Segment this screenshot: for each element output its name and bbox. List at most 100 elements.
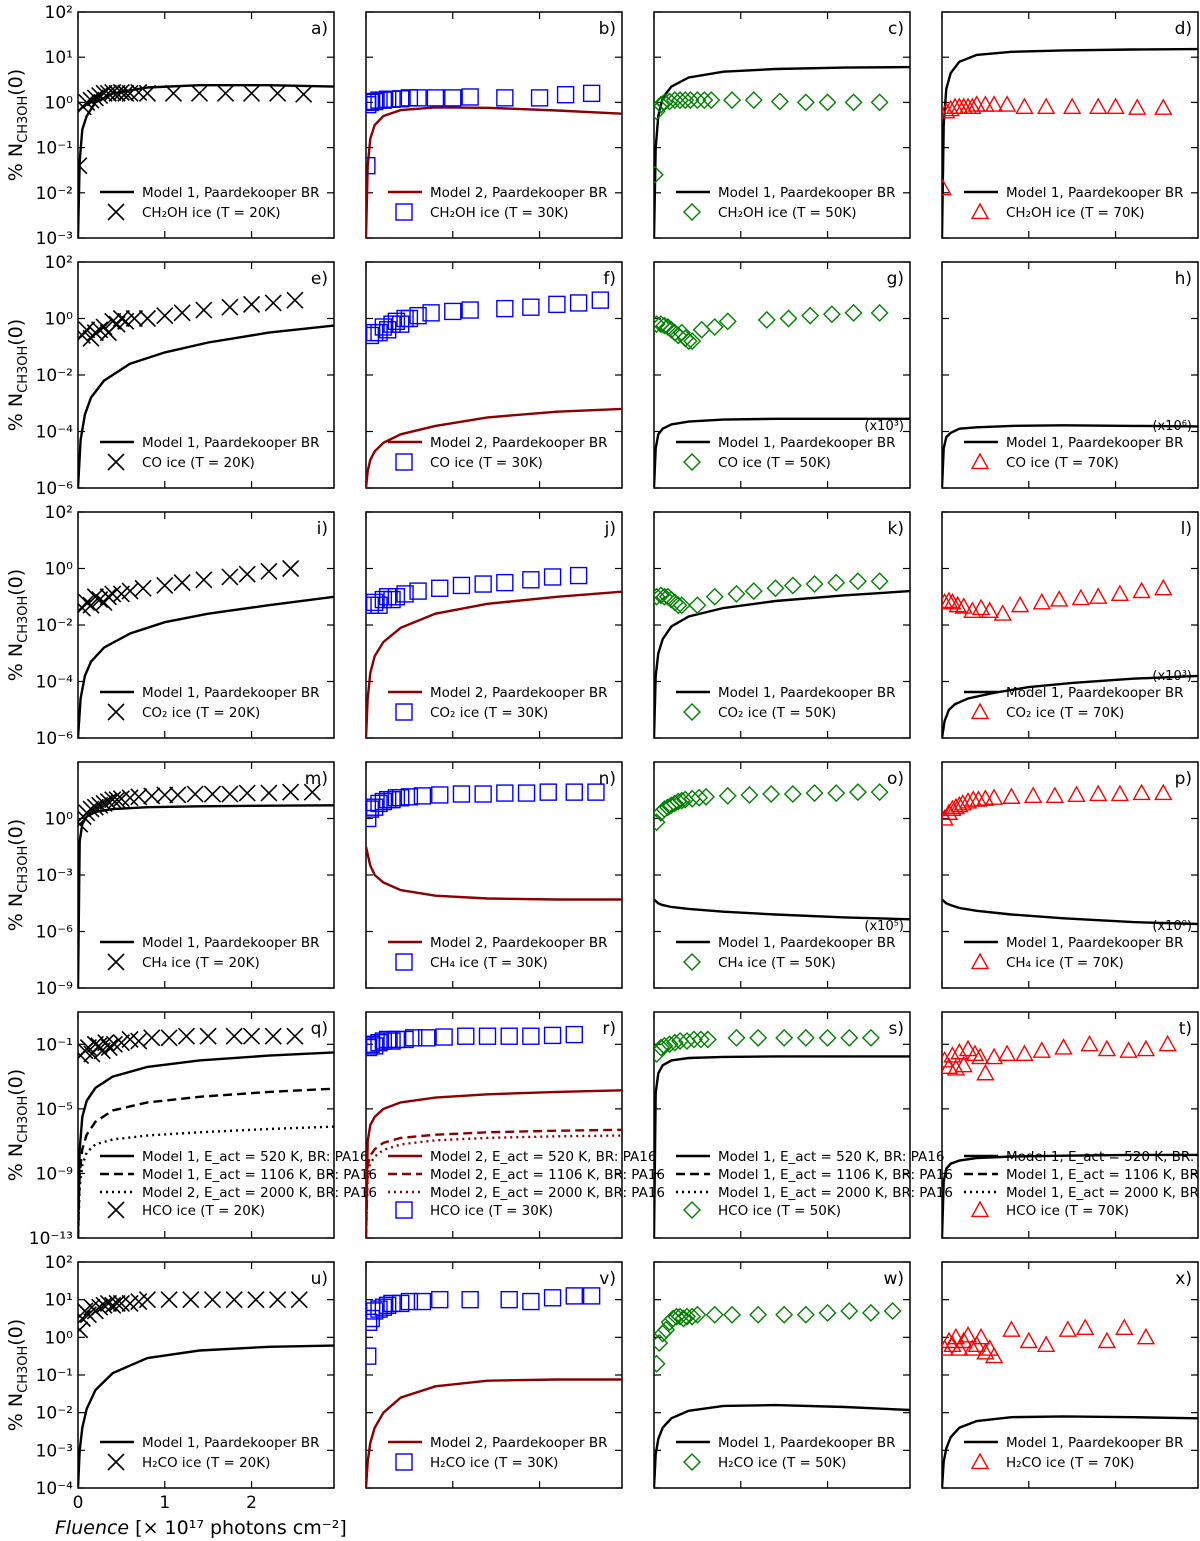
square-marker [548, 295, 566, 314]
model-curve [366, 106, 622, 238]
experimental-points [366, 84, 601, 175]
diamond-marker [740, 785, 759, 804]
x-marker-stroke [290, 1291, 308, 1309]
y-tick-label: 10⁻³ [36, 229, 73, 249]
square-marker [569, 294, 588, 312]
x-marker [78, 93, 96, 111]
square-marker [396, 585, 414, 603]
x-marker-stroke [107, 703, 125, 721]
y-tick-label: 10⁻⁶ [36, 479, 74, 499]
diamond-marker [683, 1453, 701, 1471]
diamond-marker [684, 1030, 703, 1049]
triangle-marker [958, 1039, 978, 1057]
experimental-points [654, 1301, 902, 1373]
x-marker [130, 83, 148, 102]
scale-note: (x10³) [1152, 669, 1192, 684]
y-axis-title: % NCH3OH(0) [5, 819, 31, 931]
experimental-points [78, 559, 300, 617]
panel-e: 10⁻⁶ 10⁻⁴ 10⁻² 10⁰ 10² e) Model 1, Paardekoope… [36, 253, 335, 499]
x-marker-stroke [264, 1027, 282, 1045]
experimental-points [78, 291, 304, 347]
diamond-marker [692, 320, 711, 339]
x-marker-stroke [78, 321, 96, 339]
legend-label: Model 1, Paardekooper BR [718, 935, 895, 951]
x-marker-stroke [107, 203, 125, 221]
x-marker [107, 1453, 125, 1471]
diamond-marker [749, 1028, 768, 1047]
diamond-marker [662, 590, 681, 609]
y-tick-label: 10⁻⁶ [36, 923, 74, 943]
legend-label: CH₄ ice (T = 50K) [718, 955, 836, 971]
x-marker-stroke [112, 83, 130, 102]
x-marker [269, 84, 287, 102]
y-axis-title-subscript: CH3OH [16, 846, 31, 893]
square-marker [395, 1453, 413, 1471]
square-marker [591, 291, 610, 309]
y-tick-label: 10² [45, 503, 73, 523]
diamond-marker [681, 91, 700, 110]
diamond-marker [844, 93, 863, 112]
triangle-marker [954, 1055, 973, 1073]
x-marker-stroke [186, 785, 204, 803]
square-marker [426, 89, 445, 107]
square-marker [366, 1038, 378, 1057]
x-marker [238, 565, 256, 583]
x-marker [138, 84, 156, 102]
x-marker-stroke [143, 1029, 161, 1047]
panel-letter: r) [602, 1019, 616, 1039]
x-marker [203, 785, 222, 803]
x-marker [221, 568, 239, 586]
diamond-marker [749, 1305, 768, 1324]
x-marker-stroke [134, 579, 152, 597]
legend-label: Model 1, Paardekooper BR [1006, 435, 1183, 451]
model-curve [942, 1415, 1198, 1488]
x-marker-stroke [177, 1027, 196, 1045]
x-marker [107, 703, 125, 721]
legend: Model 1, Paardekooper BR H₂CO ice (T = 20… [100, 1435, 319, 1471]
triangle-marker [970, 202, 990, 220]
square-marker [496, 784, 514, 802]
square-marker [522, 1292, 540, 1311]
x-marker-stroke [86, 798, 104, 816]
x-marker [107, 453, 125, 471]
legend-label: Model 1, Paardekooper BR [718, 685, 895, 701]
x-marker-stroke [91, 1298, 109, 1316]
x-marker [143, 787, 161, 805]
legend: Model 2, E_act = 520 K, BR: PA16 Model 2,… [388, 1149, 665, 1219]
diamond-marker [805, 575, 824, 594]
diamond-marker [683, 332, 702, 351]
diamond-marker [683, 203, 701, 221]
x-marker-stroke [221, 298, 239, 316]
panel-letter: j) [604, 519, 616, 539]
experimental-points [78, 1027, 304, 1065]
square-marker [366, 156, 376, 175]
diamond-marker [677, 1307, 696, 1326]
legend-label: Model 1, E_act = 520 K, BR: PA16 [718, 1149, 944, 1165]
diamond-marker [727, 1028, 746, 1047]
x-marker [290, 1291, 308, 1309]
y-tick-label: 10² [45, 253, 73, 273]
triangle-marker [958, 792, 978, 809]
x-marker-stroke [86, 89, 104, 107]
panel-p: p) (x10⁹)Model 1, Paardekooper BR CH₄ ice … [941, 761, 1199, 989]
legend: Model 1, Paardekooper BR CH₄ ice (T = 70K… [964, 935, 1183, 971]
experimental-points [654, 91, 889, 184]
x-marker-stroke [108, 1294, 126, 1312]
y-tick-label: 10⁻³ [36, 1441, 73, 1461]
square-marker [522, 298, 540, 316]
legend-label: Model 2, E_act = 2000 K, BR: PA16 [430, 1185, 665, 1201]
x-marker [99, 1294, 117, 1312]
x-marker-stroke [108, 84, 126, 102]
panel-letter: i) [317, 519, 328, 539]
y-tick-label: 10¹ [45, 48, 73, 68]
diamond-marker [683, 453, 701, 471]
x-marker-stroke [260, 784, 278, 802]
legend-label: CH₂OH ice (T = 50K) [718, 205, 857, 221]
scale-note: (x10⁶) [1152, 419, 1192, 434]
panel-r: r) Model 2, E_act = 520 K, BR: PA16Model … [365, 1011, 665, 1239]
legend-label: Model 1, E_act = 520 K, BR: PA16 [1006, 1149, 1200, 1165]
x-marker [125, 309, 143, 328]
model-curve-dotted [366, 1134, 622, 1238]
legend-label: Model 2, Paardekooper BR [430, 185, 607, 201]
